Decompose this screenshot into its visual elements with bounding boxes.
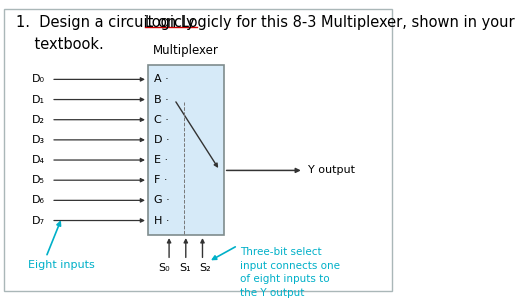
Text: textbook.: textbook. bbox=[16, 37, 104, 52]
Text: E ·: E · bbox=[154, 155, 168, 165]
Text: F ·: F · bbox=[154, 175, 168, 185]
Text: G ·: G · bbox=[154, 195, 170, 205]
Text: Multiplexer: Multiplexer bbox=[153, 44, 219, 57]
Text: B ·: B · bbox=[154, 95, 169, 105]
Text: D₅: D₅ bbox=[32, 175, 45, 185]
Text: D ·: D · bbox=[154, 135, 170, 145]
Text: Logicly: Logicly bbox=[145, 15, 195, 30]
Text: D₂: D₂ bbox=[32, 115, 45, 125]
Text: D₄: D₄ bbox=[32, 155, 45, 165]
Bar bbox=[148, 65, 224, 235]
Text: C ·: C · bbox=[154, 115, 169, 125]
Text: H ·: H · bbox=[154, 216, 170, 226]
Text: D₆: D₆ bbox=[32, 195, 45, 205]
Text: A ·: A · bbox=[154, 74, 169, 84]
Text: D₀: D₀ bbox=[32, 74, 45, 84]
Text: Three-bit select
input connects one
of eight inputs to
the Y output: Three-bit select input connects one of e… bbox=[239, 247, 340, 298]
Text: D₃: D₃ bbox=[32, 135, 45, 145]
Text: Y output: Y output bbox=[307, 165, 355, 175]
Text: S₁: S₁ bbox=[179, 263, 191, 273]
Text: Eight inputs: Eight inputs bbox=[28, 260, 95, 270]
Text: D₁: D₁ bbox=[32, 95, 45, 105]
Text: 1.  Design a circuit on Logicly for this 8-3 Multiplexer, shown in your: 1. Design a circuit on Logicly for this … bbox=[16, 15, 514, 30]
Text: S₀: S₀ bbox=[159, 263, 170, 273]
Text: S₂: S₂ bbox=[199, 263, 211, 273]
Text: D₇: D₇ bbox=[32, 216, 45, 226]
